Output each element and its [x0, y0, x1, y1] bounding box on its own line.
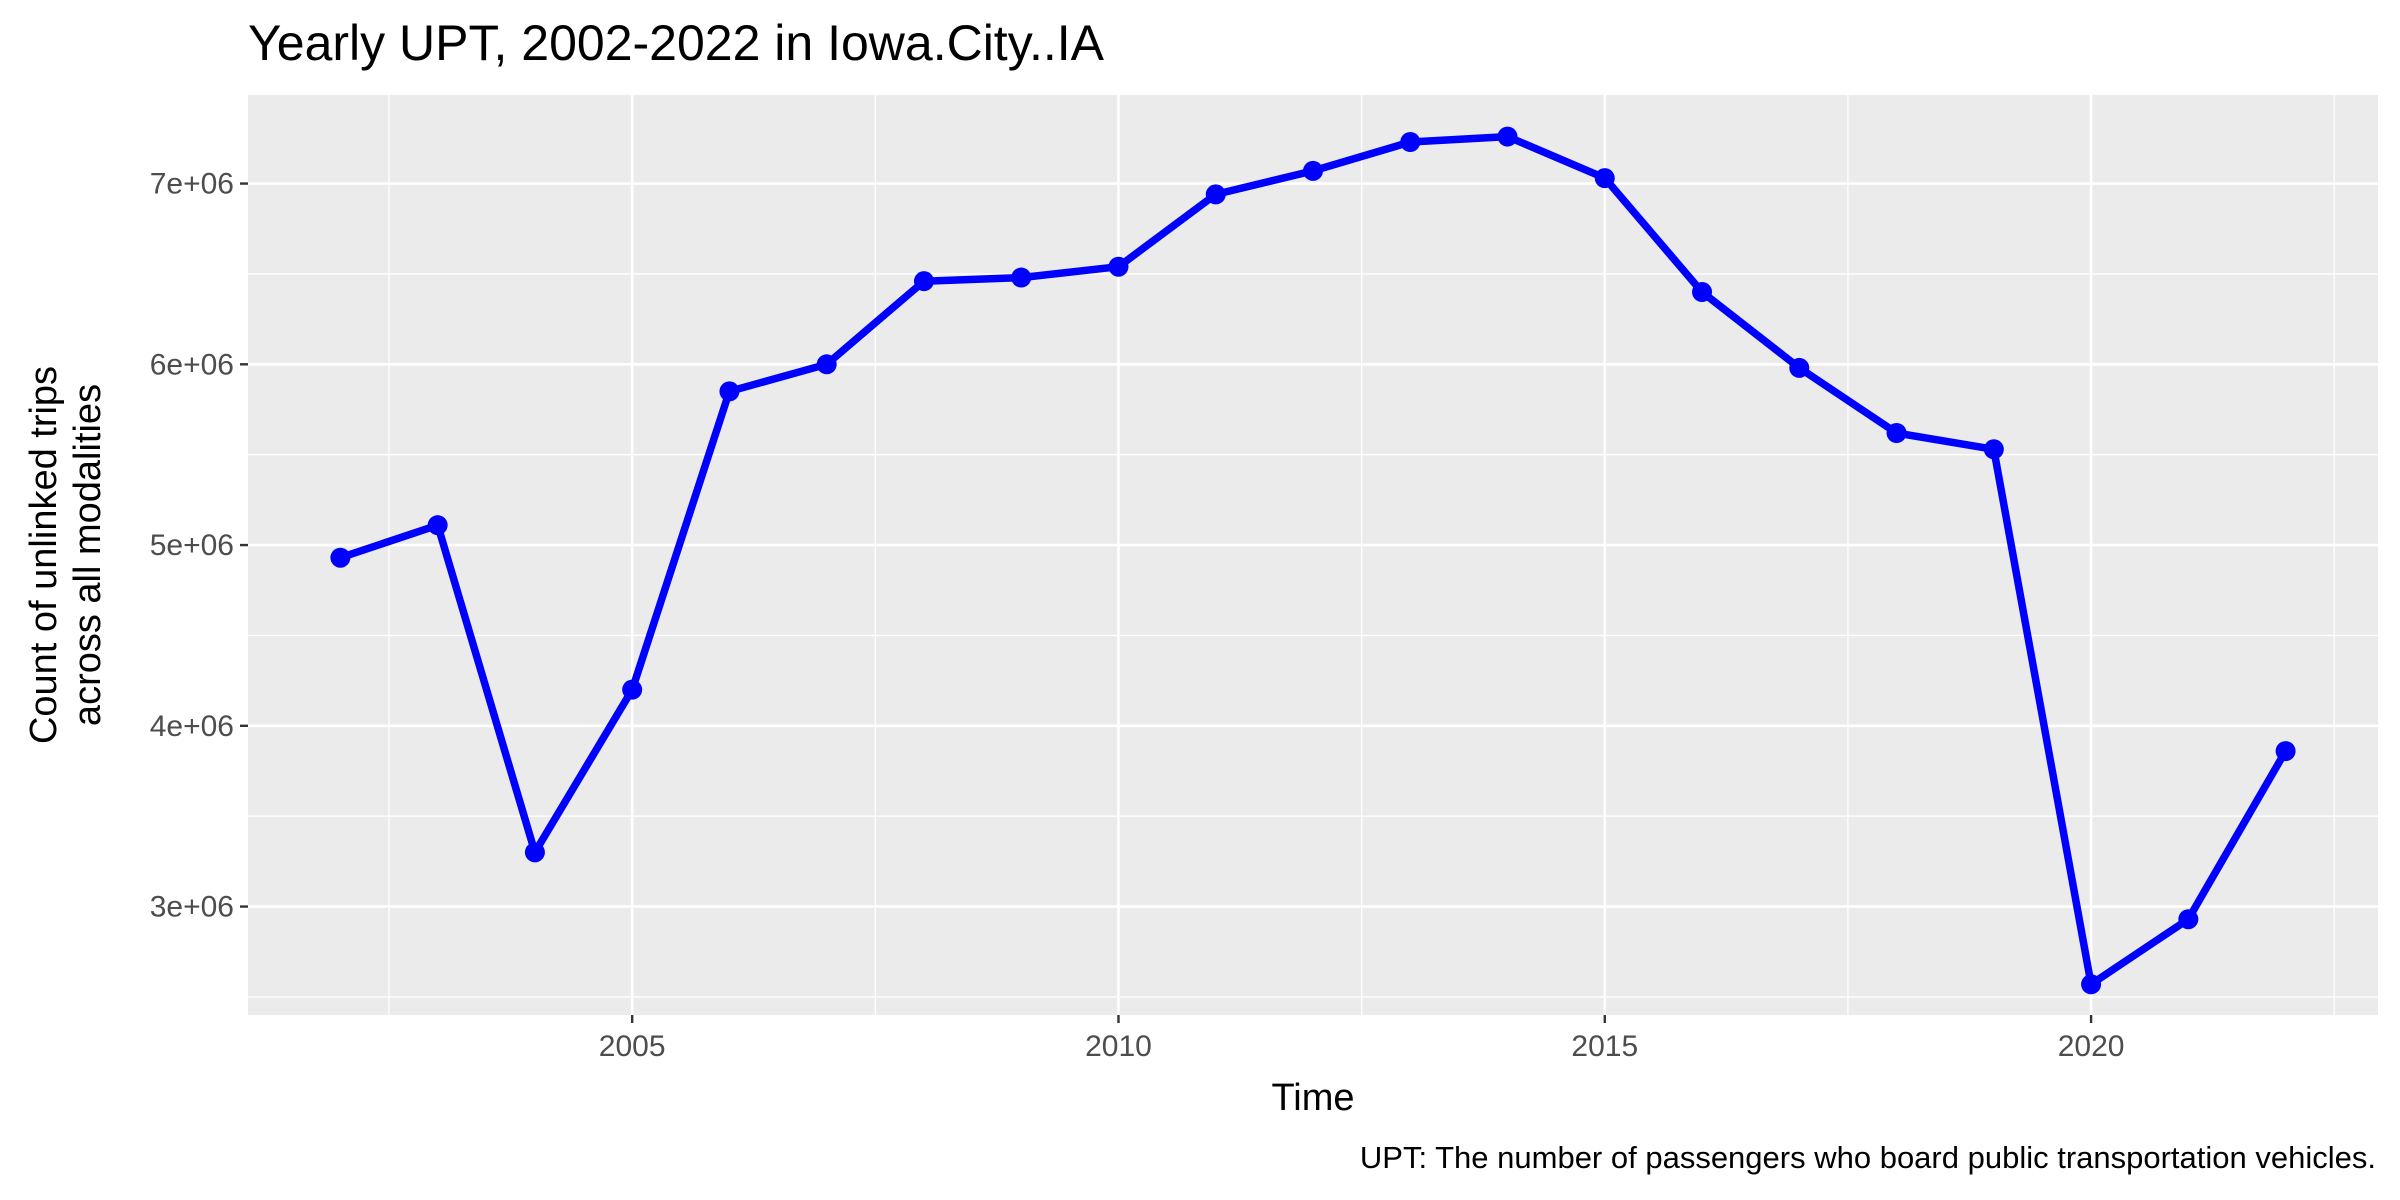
y-tick-label: 5e+06 [150, 529, 234, 562]
y-axis-title-line-2: across all modalities [67, 384, 109, 726]
data-point [1108, 256, 1129, 277]
y-tick-label: 3e+06 [150, 891, 234, 924]
data-point [2275, 741, 2296, 762]
x-tick-label: 2010 [1085, 1030, 1152, 1063]
data-point [1594, 168, 1615, 189]
data-point [1692, 282, 1713, 303]
data-point [1205, 184, 1226, 205]
series-layer [330, 126, 2296, 995]
minor-gridlines [248, 95, 2378, 1015]
y-tick-label: 7e+06 [150, 168, 234, 201]
data-point [816, 354, 837, 375]
data-point [1400, 131, 1421, 152]
major-gridlines [248, 95, 2378, 1015]
data-point [1886, 422, 1907, 443]
x-tick-label: 2015 [1571, 1030, 1638, 1063]
data-point [524, 842, 545, 863]
data-point [1011, 267, 1032, 288]
y-tick-label: 4e+06 [150, 710, 234, 743]
plot-panel [248, 95, 2378, 1015]
data-point [427, 515, 448, 536]
y-axis-title: Count of unlinked trips across all modal… [23, 366, 109, 744]
data-point [330, 547, 351, 568]
data-point [2178, 909, 2199, 930]
data-point [1497, 126, 1518, 147]
x-tick-label: 2020 [2058, 1030, 2125, 1063]
x-axis-title: Time [1271, 1077, 1354, 1119]
chart-title: Yearly UPT, 2002-2022 in Iowa.City..IA [248, 15, 1105, 71]
chart-caption: UPT: The number of passengers who board … [1360, 1140, 2376, 1175]
x-axis: 2005 2010 2015 2020 [599, 1015, 2125, 1063]
data-point [1789, 357, 1810, 378]
data-point [2081, 974, 2102, 995]
y-axis-title-line-1: Count of unlinked trips [23, 366, 65, 744]
data-point [1983, 439, 2004, 460]
y-axis: 3e+06 4e+06 5e+06 6e+06 7e+06 [150, 168, 248, 924]
y-tick-label: 6e+06 [150, 348, 234, 381]
x-tick-label: 2005 [599, 1030, 666, 1063]
data-point [622, 679, 643, 700]
data-point [1303, 160, 1323, 181]
data-point [913, 271, 934, 292]
data-point [719, 381, 740, 402]
